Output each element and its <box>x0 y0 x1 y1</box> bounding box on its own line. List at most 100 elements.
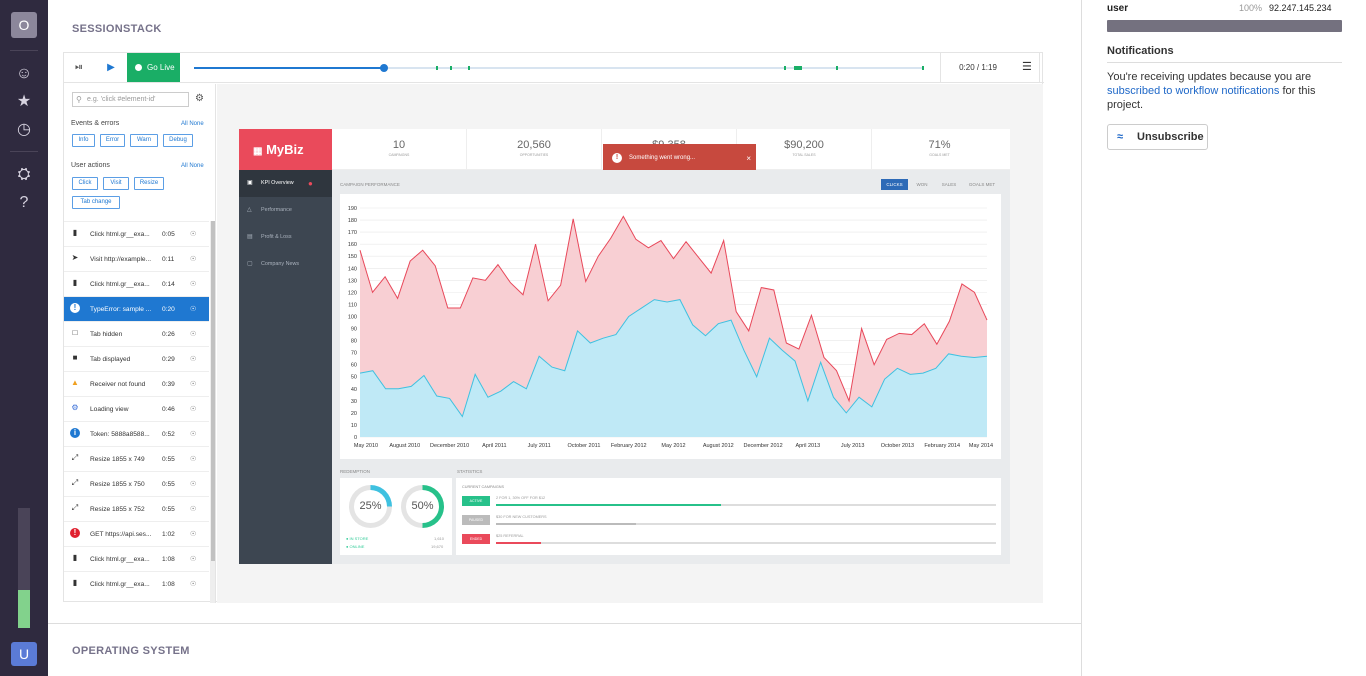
event-item[interactable]: i Token: 5888a8588... 0:52 ☉ <box>64 421 209 446</box>
event-item[interactable]: ! GET https://api.ses... 1:02 ☉ <box>64 521 209 546</box>
org-switcher[interactable]: O <box>11 12 37 38</box>
eye-icon[interactable]: ☉ <box>190 531 197 538</box>
event-item[interactable]: ▮ Click html.gr__exa... 1:08 ☉ <box>64 571 209 596</box>
playback-time: 0:20 / 1:19 <box>940 53 1040 82</box>
event-text: Click html.gr__exa... <box>90 581 150 588</box>
tab-clicks[interactable]: CLICKS <box>881 179 908 190</box>
event-item[interactable]: ▲ Receiver not found 0:39 ☉ <box>64 371 209 396</box>
help-icon[interactable]: ? <box>19 194 29 211</box>
filter-info-button[interactable]: Info <box>72 134 95 147</box>
dashboard-icon[interactable]: ◷ <box>17 121 31 138</box>
eye-icon[interactable]: ☉ <box>190 281 197 288</box>
event-item[interactable]: ▮ Click html.gr__exa... 1:08 ☉ <box>64 546 209 571</box>
filter-resize-button[interactable]: Resize <box>134 177 164 190</box>
eye-icon[interactable]: ☉ <box>190 431 197 438</box>
user-avatar[interactable]: U <box>11 642 37 666</box>
eye-icon[interactable]: ☉ <box>190 581 197 588</box>
eye-icon[interactable]: ☉ <box>190 506 197 513</box>
eye-icon[interactable]: ☉ <box>190 256 197 263</box>
scrollbar-thumb[interactable] <box>211 221 215 561</box>
none-link[interactable]: None <box>189 121 204 127</box>
step-icon[interactable]: ⏯ <box>75 62 83 73</box>
storage-bar <box>18 508 30 628</box>
eye-icon[interactable]: ☉ <box>190 556 197 563</box>
eye-icon[interactable]: ☉ <box>190 456 197 463</box>
x-tick-label: December 2010 <box>430 443 469 449</box>
filter-settings-icon[interactable]: ⚙ <box>195 93 204 104</box>
timeline-track[interactable] <box>194 64 924 72</box>
timeline-marker <box>836 66 838 70</box>
app-menu-label: Company News <box>261 261 300 267</box>
monitor-icon: ▣ <box>247 180 253 186</box>
event-item[interactable]: ⤢ Resize 1855 x 749 0:55 ☉ <box>64 446 209 471</box>
go-live-button[interactable]: Go Live <box>127 53 180 82</box>
eye-icon[interactable]: ☉ <box>190 306 197 313</box>
user-tag-ip: 92.247.145.234 <box>1269 3 1332 13</box>
window-filled-icon: ■ <box>72 353 78 362</box>
app-logo: ▦ MyBiz <box>239 129 332 170</box>
eye-icon[interactable]: ☉ <box>190 231 197 238</box>
tab-sales[interactable]: SALES <box>941 182 957 187</box>
app-menu-performance[interactable]: △ Performance <box>239 197 332 224</box>
y-tick-label: 110 <box>348 302 357 308</box>
event-item[interactable]: ⤢ Resize 1855 x 750 0:55 ☉ <box>64 471 209 496</box>
event-search-input[interactable]: ⚲ e.g. 'click #element-id' <box>72 92 189 107</box>
event-list-scrollbar[interactable] <box>210 221 215 603</box>
menu-icon[interactable]: ☰ <box>1022 61 1032 73</box>
event-item[interactable]: ➤ Visit http://example... 0:11 ☉ <box>64 246 209 271</box>
event-item[interactable]: ⚙ Loading view 0:46 ☉ <box>64 396 209 421</box>
eye-icon[interactable]: ☉ <box>190 481 197 488</box>
filter-click-button[interactable]: Click <box>72 177 98 190</box>
window-icon: □ <box>72 328 78 337</box>
campaign-chart-svg: 0 10 20 30 40 50 60 70 80 90 100 110 120 130 140 150 160… <box>348 206 993 449</box>
search-icon: ⚲ <box>76 95 82 104</box>
workflow-notifications-link[interactable]: subscribed to workflow notifications <box>1107 85 1280 97</box>
user-tag-label: user <box>1107 3 1129 14</box>
filter-debug-button[interactable]: Debug <box>163 134 193 147</box>
x-tick-label: August 2010 <box>389 443 420 449</box>
unsubscribe-button[interactable]: ≈ Unsubscribe <box>1107 124 1208 150</box>
timeline-progress <box>194 67 384 69</box>
none-link[interactable]: None <box>189 163 204 169</box>
app-sidebar: ▦ MyBiz ▣ KPI Overview ● △ Performance ▤ Pro… <box>239 129 332 564</box>
globe-icon[interactable]: ⛭ <box>17 166 31 183</box>
event-item[interactable]: ! TypeError: sample ... 0:20 ☉ <box>64 296 209 321</box>
event-item[interactable]: ▮ Click html.gr__exa... 0:05 ☉ <box>64 221 209 246</box>
legend-in-store-value: 1,610 <box>434 536 445 541</box>
filter-warn-button[interactable]: Warn <box>130 134 158 147</box>
event-time: 0:46 <box>162 406 175 413</box>
app-menu-kpi[interactable]: ▣ KPI Overview ● <box>239 170 332 197</box>
eye-icon[interactable]: ☉ <box>190 356 197 363</box>
filter-tab-change-button[interactable]: Tab change <box>72 196 120 209</box>
gear-icon: ⚙ <box>71 403 79 412</box>
app-menu-label: KPI Overview <box>261 180 294 186</box>
filter-visit-button[interactable]: Visit <box>103 177 129 190</box>
event-item[interactable]: ▮ Click html.gr__exa... 0:14 ☉ <box>64 271 209 296</box>
event-item[interactable]: □ Tab hidden 0:26 ☉ <box>64 321 209 346</box>
eye-icon[interactable]: ☉ <box>190 381 197 388</box>
eye-icon[interactable]: ☉ <box>190 331 197 338</box>
campaign-title: CAMPAIGN PERFORMANCE <box>340 182 400 187</box>
all-link[interactable]: All <box>181 121 188 127</box>
event-item[interactable]: ■ Tab displayed 0:29 ☉ <box>64 346 209 371</box>
timeline-handle[interactable] <box>379 64 388 72</box>
app-menu-profit[interactable]: ▤ Profit & Loss <box>239 224 332 251</box>
app-nav: O ☺ ★ ◷ ⛭ ? U <box>0 0 48 676</box>
close-icon[interactable]: × <box>746 154 751 163</box>
main-panel: SESSIONSTACK ⏯ ▶ Go Live 0:20 / 1:19 ☰ ⚲… <box>48 0 1082 676</box>
app-menu-news[interactable]: ▢ Company News <box>239 251 332 278</box>
user-icon[interactable]: ☺ <box>15 65 33 82</box>
tab-goals-met[interactable]: GOALS MET <box>968 182 996 187</box>
logo-icon: ▦ <box>253 146 263 157</box>
filter-error-button[interactable]: Error <box>100 134 125 147</box>
actions-all-none[interactable]: All None <box>181 163 204 169</box>
eye-icon[interactable]: ☉ <box>190 406 197 413</box>
event-item[interactable]: ⤢ Resize 1855 x 752 0:55 ☉ <box>64 496 209 521</box>
navigate-icon: ➤ <box>71 253 79 262</box>
play-icon[interactable]: ▶ <box>107 62 115 73</box>
star-icon[interactable]: ★ <box>16 93 32 110</box>
x-tick-label: October 2013 <box>881 443 914 449</box>
all-link[interactable]: All <box>181 163 188 169</box>
tab-won[interactable]: WON <box>916 182 928 187</box>
events-all-none[interactable]: All None <box>181 121 204 127</box>
